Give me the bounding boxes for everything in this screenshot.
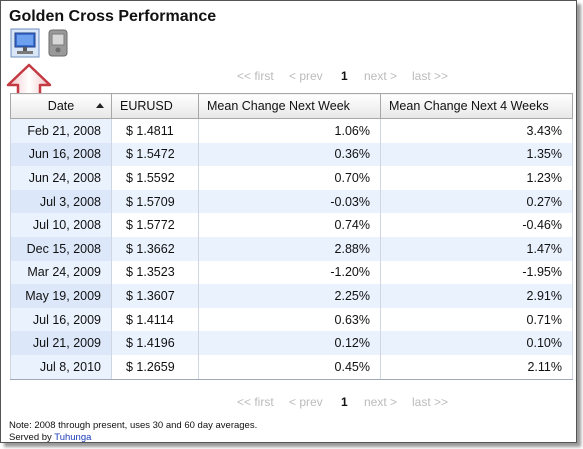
- date-cell: Jul 3, 2008: [10, 189, 112, 214]
- change-4-weeks-cell: 1.35%: [380, 142, 573, 167]
- change-4-weeks-cell: -1.95%: [380, 260, 573, 285]
- footnote: Note: 2008 through present, uses 30 and …: [9, 420, 258, 431]
- eurusd-cell: $ 1.5709: [111, 189, 199, 214]
- date-cell: May 19, 2009: [10, 284, 112, 308]
- change-4-weeks-cell: 1.23%: [380, 166, 573, 190]
- table-header-row: Date EURUSD Mean Change Next Week Mean C…: [10, 93, 573, 119]
- table-row: May 19, 2009 $ 1.3607 2.25% 2.91%: [10, 284, 573, 308]
- date-cell: Jul 21, 2009: [10, 331, 112, 355]
- widget-frame: Golden Cross Performance << first < prev…: [0, 0, 577, 443]
- date-cell: Mar 24, 2009: [10, 260, 112, 285]
- pager-next-link[interactable]: next >: [364, 69, 398, 83]
- pager-prev-link[interactable]: < prev: [289, 395, 323, 409]
- change-4-weeks-cell: 0.27%: [380, 189, 573, 214]
- column-header-date-label: Date: [47, 99, 75, 113]
- change-week-cell: -0.03%: [198, 189, 381, 214]
- change-4-weeks-cell: 2.91%: [380, 284, 573, 308]
- pager-current-page: 1: [341, 69, 348, 83]
- table-row: Jul 16, 2009 $ 1.4114 0.63% 0.71%: [10, 307, 573, 332]
- change-week-cell: 0.74%: [198, 213, 381, 237]
- date-cell: Jul 8, 2010: [10, 354, 112, 380]
- date-cell: Jul 16, 2009: [10, 307, 112, 332]
- table-row: Jul 3, 2008 $ 1.5709 -0.03% 0.27%: [10, 189, 573, 214]
- table-row: Dec 15, 2008 $ 1.3662 2.88% 1.47%: [10, 236, 573, 261]
- change-week-cell: 0.63%: [198, 307, 381, 332]
- table-row: Mar 24, 2009 $ 1.3523 -1.20% -1.95%: [10, 260, 573, 285]
- date-cell: Jun 24, 2008: [10, 166, 112, 190]
- table-row: Jul 21, 2009 $ 1.4196 0.12% 0.10%: [10, 331, 573, 355]
- pager-last-link[interactable]: last >>: [412, 69, 449, 83]
- eurusd-cell: $ 1.3662: [111, 236, 199, 261]
- date-cell: Jun 16, 2008: [10, 142, 112, 167]
- served-by: Served by Tuhunga: [9, 432, 91, 443]
- pager-current-page: 1: [341, 395, 348, 409]
- change-week-cell: 0.70%: [198, 166, 381, 190]
- change-4-weeks-cell: -0.46%: [380, 213, 573, 237]
- pager-last-link[interactable]: last >>: [412, 395, 449, 409]
- change-week-cell: 0.45%: [198, 354, 381, 380]
- change-week-cell: 0.12%: [198, 331, 381, 355]
- tuhunga-link[interactable]: Tuhunga: [54, 432, 92, 443]
- pager-first-link[interactable]: << first: [237, 69, 274, 83]
- pager-prev-link[interactable]: < prev: [289, 69, 323, 83]
- sort-ascending-icon: [96, 103, 104, 108]
- change-4-weeks-cell: 0.10%: [380, 331, 573, 355]
- eurusd-cell: $ 1.5772: [111, 213, 199, 237]
- table-row: Feb 21, 2008 $ 1.4811 1.06% 3.43%: [10, 118, 573, 143]
- eurusd-cell: $ 1.4811: [111, 118, 199, 143]
- eurusd-cell: $ 1.4196: [111, 331, 199, 355]
- served-by-label: Served by: [9, 432, 52, 443]
- change-week-cell: -1.20%: [198, 260, 381, 285]
- column-header-eurusd[interactable]: EURUSD: [111, 93, 199, 119]
- eurusd-cell: $ 1.3523: [111, 260, 199, 285]
- eurusd-cell: $ 1.5472: [111, 142, 199, 167]
- change-week-cell: 2.25%: [198, 284, 381, 308]
- pager-first-link[interactable]: << first: [237, 395, 274, 409]
- page-title: Golden Cross Performance: [9, 8, 217, 25]
- eurusd-cell: $ 1.2659: [111, 354, 199, 380]
- change-week-cell: 2.88%: [198, 236, 381, 261]
- change-week-cell: 0.36%: [198, 142, 381, 167]
- performance-table: Date EURUSD Mean Change Next Week Mean C…: [10, 93, 573, 380]
- eurusd-cell: $ 1.5592: [111, 166, 199, 190]
- eurusd-cell: $ 1.4114: [111, 307, 199, 332]
- handheld-icon[interactable]: [46, 28, 70, 58]
- date-cell: Jul 10, 2008: [10, 213, 112, 237]
- pager-next-link[interactable]: next >: [364, 395, 398, 409]
- table-row: Jun 16, 2008 $ 1.5472 0.36% 1.35%: [10, 142, 573, 167]
- date-cell: Feb 21, 2008: [10, 118, 112, 143]
- column-header-date[interactable]: Date: [10, 93, 112, 119]
- change-4-weeks-cell: 1.47%: [380, 236, 573, 261]
- column-header-change-week[interactable]: Mean Change Next Week: [198, 93, 381, 119]
- table-row: Jul 10, 2008 $ 1.5772 0.74% -0.46%: [10, 213, 573, 237]
- table-row: Jun 24, 2008 $ 1.5592 0.70% 1.23%: [10, 166, 573, 190]
- date-cell: Dec 15, 2008: [10, 236, 112, 261]
- change-4-weeks-cell: 3.43%: [380, 118, 573, 143]
- monitor-icon[interactable]: [10, 28, 40, 58]
- change-4-weeks-cell: 2.11%: [380, 354, 573, 380]
- change-4-weeks-cell: 0.71%: [380, 307, 573, 332]
- column-header-change-4-weeks[interactable]: Mean Change Next 4 Weeks: [380, 93, 573, 119]
- change-week-cell: 1.06%: [198, 118, 381, 143]
- table-row: Jul 8, 2010 $ 1.2659 0.45% 2.11%: [10, 354, 573, 380]
- eurusd-cell: $ 1.3607: [111, 284, 199, 308]
